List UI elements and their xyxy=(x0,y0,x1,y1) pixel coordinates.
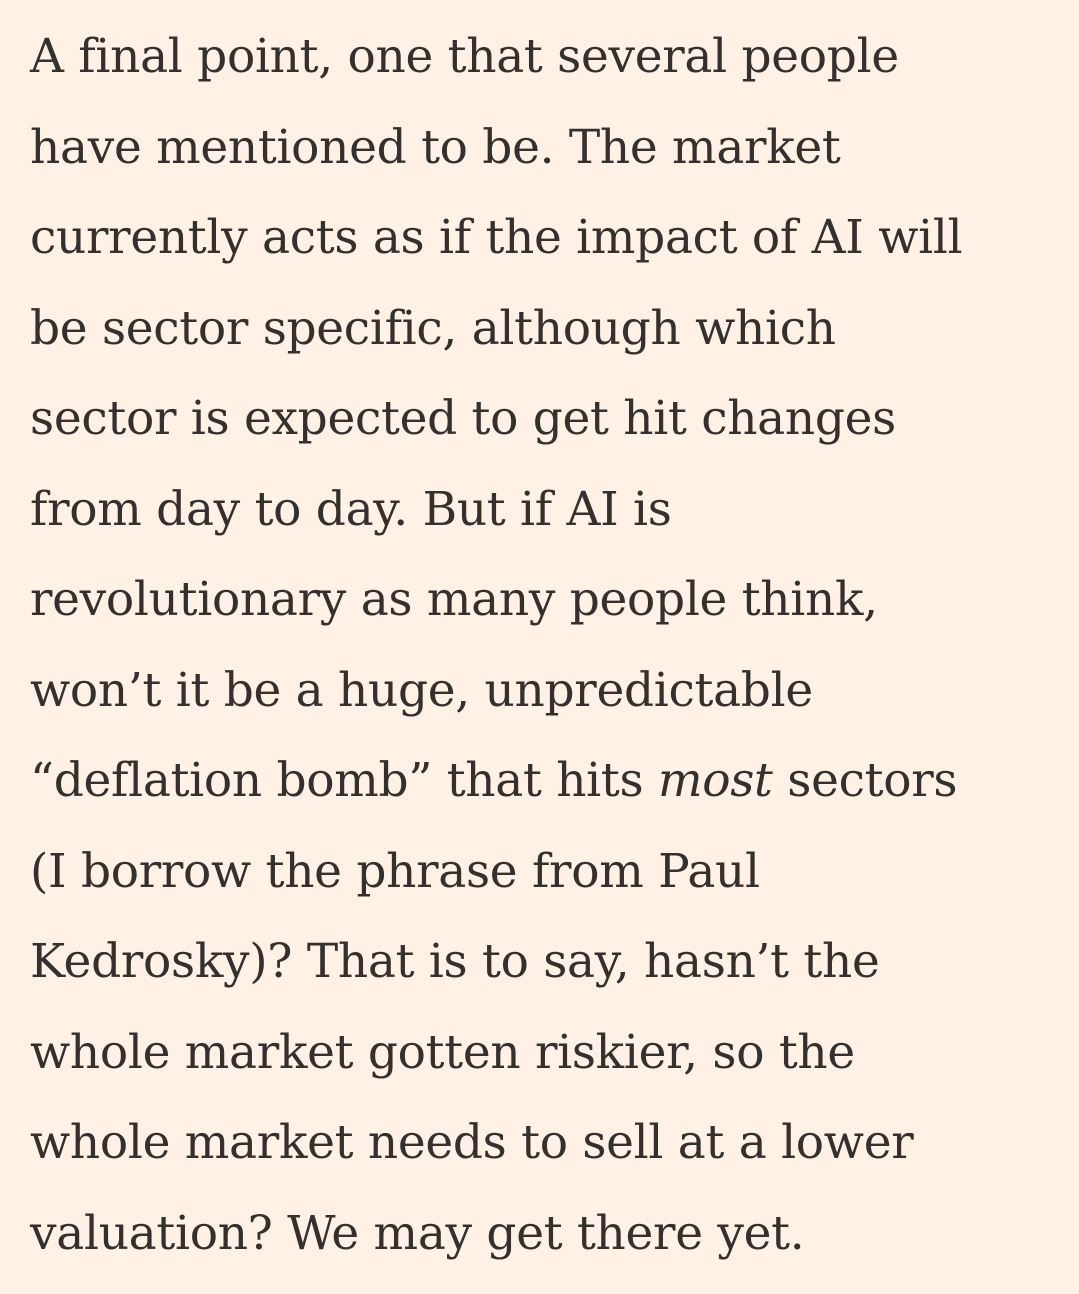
text-run: “deflation bomb” that hits xyxy=(30,753,644,808)
text-line: from day to day. But if AI is xyxy=(30,481,672,537)
text-line: whole market needs to sell at a lower xyxy=(30,1115,914,1170)
text-line: be sector specific, although which xyxy=(30,300,836,356)
text-line: whole market gotten riskier, so the xyxy=(30,1024,855,1080)
text-line: Kedrosky)? That is to say, hasn’t the xyxy=(30,934,880,989)
text-line: won’t it be a huge, unpredictable xyxy=(30,662,813,718)
text-line: A final point, one that several people xyxy=(30,29,899,84)
text-line: revolutionary as many people think, xyxy=(30,572,878,627)
text-line: “deflation bomb” that hits most sectors xyxy=(30,736,1079,827)
emphasis: most xyxy=(657,753,773,808)
text-line: valuation? We may get there yet. xyxy=(30,1205,805,1261)
text-line: (I borrow the phrase from Paul xyxy=(30,843,760,899)
text-line: sector is expected to get hit changes xyxy=(30,391,896,446)
text-line: currently acts as if the impact of AI wi… xyxy=(30,210,963,265)
text-run: sectors xyxy=(787,753,958,808)
text-line: have mentioned to be. The market xyxy=(30,119,841,175)
